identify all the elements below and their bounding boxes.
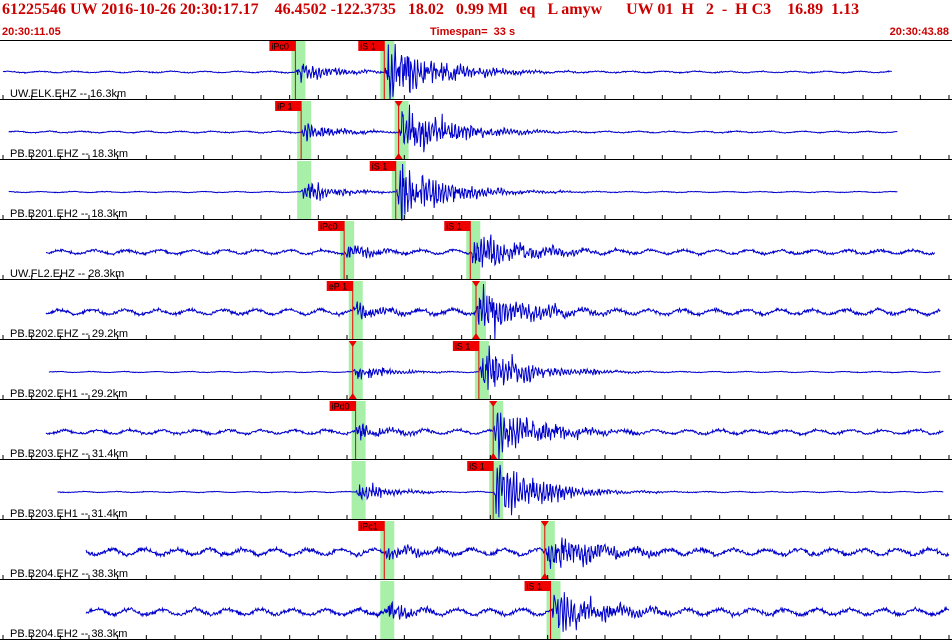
pick-flag[interactable] (452, 341, 479, 351)
pick-label: iS 1 (372, 162, 388, 172)
pick-label: iPd0 (332, 402, 350, 412)
waveform (45, 234, 936, 268)
waveform (48, 345, 941, 390)
pick-flag[interactable] (369, 161, 396, 171)
pick-marker (489, 401, 498, 407)
pick-marker (540, 521, 549, 527)
waveform (2, 43, 893, 101)
pick-marker (472, 281, 480, 287)
pick-label: iS 1 (360, 42, 376, 52)
trace-label: UW.ELK.EHZ -- 16.3km (10, 88, 126, 100)
pick-flag[interactable] (329, 401, 356, 411)
p-pick-window (351, 461, 366, 520)
trace-row[interactable]: iS 1 PB.B201.EH2 -- 18.3km (0, 161, 952, 221)
pick-flag[interactable] (358, 41, 385, 51)
trace-row[interactable]: iS 1 PB.B204.EH2 -- 38.3km (0, 581, 952, 640)
pick-flag[interactable] (318, 221, 345, 231)
pick-marker (540, 573, 549, 579)
waveform (45, 283, 941, 340)
time-end: 20:30:43.88 (889, 26, 949, 38)
pick-label: iS 1 (455, 342, 471, 352)
trace-label: PB.B203.EHZ -- 31.4km (10, 448, 128, 460)
pick-label: iPc0 (271, 42, 289, 52)
trace-label: PB.B201.EHZ -- 18.3km (10, 148, 128, 160)
pick-label: iS 1 (469, 462, 485, 472)
pick-marker (394, 101, 403, 107)
pick-marker (348, 341, 357, 347)
pick-label: iS 1 (527, 582, 543, 592)
pick-marker (472, 333, 480, 339)
trace-label: PB.B204.EH2 -- 38.3km (10, 628, 127, 640)
trace-row[interactable]: iP 1 PB.B201.EHZ -- 18.3km (0, 101, 952, 160)
trace-row[interactable]: iPd0 PB.B203.EHZ -- 31.4km (0, 401, 952, 461)
trace-row[interactable]: iS 1 PB.B203.EH1 -- 31.4km (0, 461, 952, 520)
waveform (57, 464, 944, 518)
trace-label: PB.B201.EH2 -- 18.3km (10, 208, 127, 220)
trace-row[interactable]: iS 1 PB.B202.EH1 -- 29.2km (0, 341, 952, 400)
header: 61225546 UW 2016-10-26 20:30:17.17 46.45… (0, 0, 952, 40)
pick-flag[interactable] (444, 221, 471, 231)
pick-label: iP 1 (277, 102, 292, 112)
trace-row[interactable]: eP 1 PB.B202.EHZ -- 29.2km (0, 281, 952, 340)
trace-row[interactable]: iPc1 PB.B204.EHZ -- 38.3km (0, 521, 952, 580)
trace-label: PB.B202.EH1 -- 29.2km (10, 388, 127, 400)
pick-flag[interactable] (358, 521, 385, 531)
trace-label: PB.B203.EH1 -- 31.4km (10, 508, 127, 520)
event-title: 61225546 UW 2016-10-26 20:30:17.17 46.45… (2, 1, 860, 18)
seismogram-panel[interactable]: iPc0 iS 1 UW.ELK.EHZ -- 16.3km iP 1 PB.B201.… (0, 40, 952, 640)
timespan: Timespan= 33 s (430, 26, 516, 38)
pick-flag[interactable] (269, 41, 296, 51)
pick-marker (394, 153, 403, 159)
pick-label: iPc0 (320, 222, 338, 232)
pick-marker (489, 453, 498, 459)
waveform (8, 104, 898, 153)
waveform (85, 537, 950, 569)
pick-flag[interactable] (275, 101, 302, 111)
trace-label: PB.B204.EHZ -- 38.3km (10, 568, 128, 580)
waveform (8, 163, 898, 221)
pick-marker (348, 393, 357, 399)
waveform (85, 592, 950, 632)
waveform (45, 412, 944, 461)
trace-label: PB.B202.EHZ -- 29.2km (10, 328, 128, 340)
pick-flag[interactable] (524, 581, 551, 591)
pick-flag[interactable] (326, 281, 353, 291)
trace-label: UW.FL2.EHZ -- 28.3km (10, 268, 124, 280)
time-start: 20:30:11.05 (2, 26, 61, 38)
pick-label: iS 1 (446, 222, 462, 232)
pick-flag[interactable] (467, 461, 494, 471)
trace-row[interactable]: iPc0 iS 1 UW.FL2.EHZ -- 28.3km (0, 221, 952, 280)
trace-row[interactable]: iPc0 iS 1 UW.ELK.EHZ -- 16.3km (0, 41, 952, 101)
pick-label: iPc1 (360, 522, 378, 532)
pick-label: eP 1 (329, 282, 347, 292)
